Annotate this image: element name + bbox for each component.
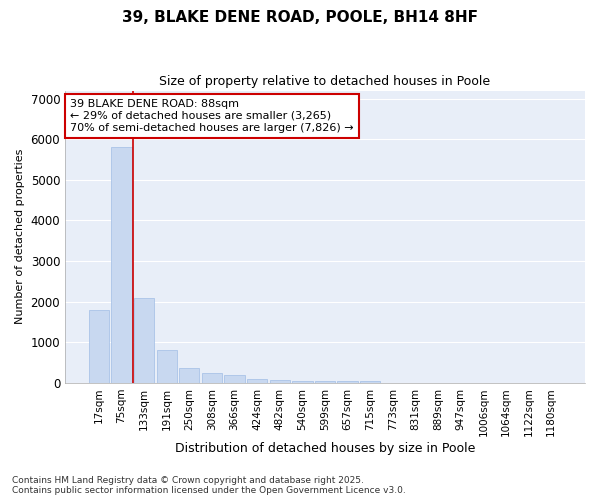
Bar xyxy=(315,381,335,383)
Text: 39, BLAKE DENE ROAD, POOLE, BH14 8HF: 39, BLAKE DENE ROAD, POOLE, BH14 8HF xyxy=(122,10,478,25)
Bar xyxy=(179,368,199,383)
Y-axis label: Number of detached properties: Number of detached properties xyxy=(15,149,25,324)
Bar xyxy=(292,381,313,383)
Bar xyxy=(224,374,245,383)
X-axis label: Distribution of detached houses by size in Poole: Distribution of detached houses by size … xyxy=(175,442,475,455)
Bar xyxy=(157,350,177,383)
Text: Contains HM Land Registry data © Crown copyright and database right 2025.
Contai: Contains HM Land Registry data © Crown c… xyxy=(12,476,406,495)
Bar xyxy=(134,298,154,383)
Bar xyxy=(360,381,380,383)
Title: Size of property relative to detached houses in Poole: Size of property relative to detached ho… xyxy=(160,75,491,88)
Bar xyxy=(202,374,222,383)
Text: 39 BLAKE DENE ROAD: 88sqm
← 29% of detached houses are smaller (3,265)
70% of se: 39 BLAKE DENE ROAD: 88sqm ← 29% of detac… xyxy=(70,100,354,132)
Bar xyxy=(111,148,131,383)
Bar xyxy=(247,379,268,383)
Bar xyxy=(269,380,290,383)
Bar xyxy=(89,310,109,383)
Bar xyxy=(337,381,358,383)
